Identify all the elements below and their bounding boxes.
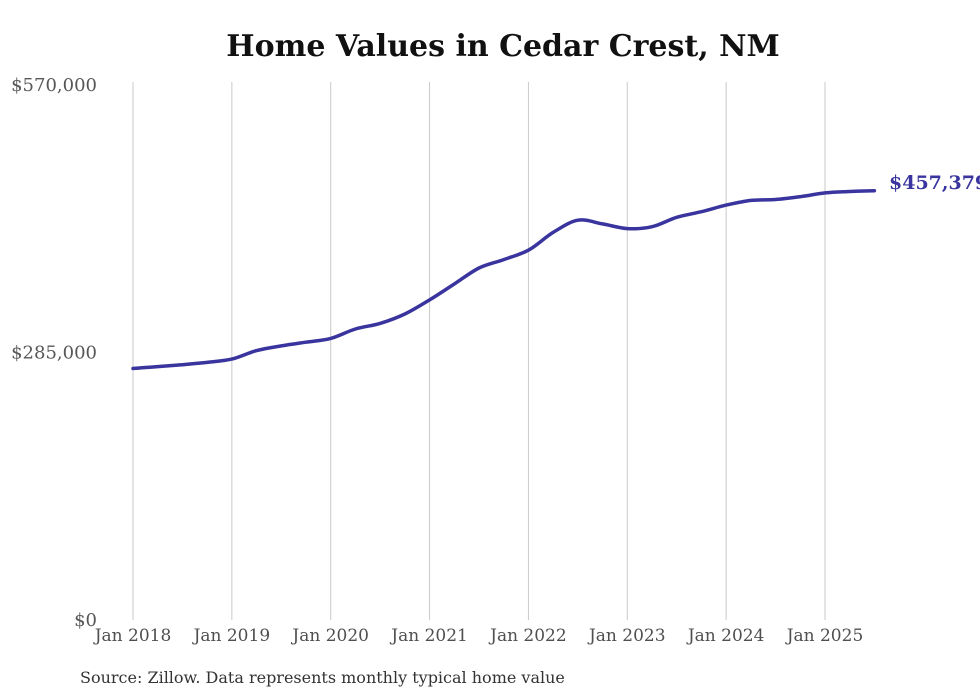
x-tick-label: Jan 2020 <box>290 626 369 646</box>
x-tick-label: Jan 2023 <box>587 626 666 646</box>
x-tick-label: Jan 2024 <box>686 626 765 646</box>
x-tick-label: Jan 2025 <box>785 626 864 646</box>
y-tick-label: $285,000 <box>11 343 97 364</box>
y-tick-label: $570,000 <box>11 75 97 96</box>
x-tick-label: Jan 2018 <box>93 626 172 646</box>
latest-value-label: $457,379 <box>889 172 980 194</box>
chart-title: Home Values in Cedar Crest, NM <box>226 29 780 64</box>
y-tick-label: $0 <box>74 610 97 631</box>
home-value-line <box>131 188 877 371</box>
x-tick-label: Jan 2022 <box>488 626 567 646</box>
source-note: Source: Zillow. Data represents monthly … <box>80 668 565 687</box>
x-tick-label: Jan 2021 <box>389 626 468 646</box>
x-tick-label: Jan 2019 <box>192 626 271 646</box>
